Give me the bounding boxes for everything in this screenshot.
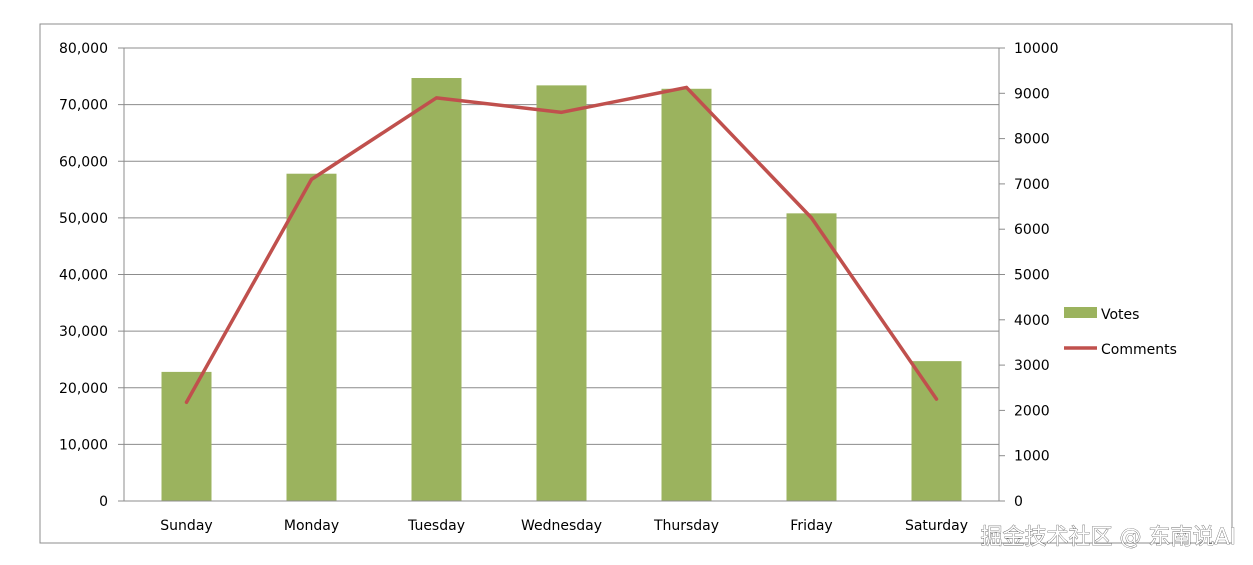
right-tick-label: 8000 xyxy=(1014,132,1050,148)
comments-point-friday xyxy=(810,216,813,220)
category-label: Tuesday xyxy=(407,518,465,534)
comments-point-saturday xyxy=(935,397,938,401)
left-tick-label: 70,000 xyxy=(59,98,108,114)
left-tick-label: 50,000 xyxy=(59,211,108,227)
left-tick-label: 80,000 xyxy=(59,41,108,57)
watermark: 掘金技术社区 @ 东南说AI xyxy=(980,525,1236,550)
category-label: Friday xyxy=(790,518,832,534)
right-tick-label: 4000 xyxy=(1014,313,1050,329)
bar-saturday xyxy=(911,361,962,501)
bar-wednesday xyxy=(536,85,587,501)
category-label: Monday xyxy=(284,518,339,534)
legend-comments-label: Comments xyxy=(1101,342,1177,358)
right-tick-label: 2000 xyxy=(1014,403,1050,419)
left-axis-ticks: 0 10,000 20,000 30,000 40,000 50,000 60,000 70,… xyxy=(59,41,124,510)
category-label: Thursday xyxy=(653,518,719,534)
bar-sunday xyxy=(161,371,212,501)
left-tick-label: 10,000 xyxy=(59,437,108,453)
legend-votes-swatch xyxy=(1064,307,1097,318)
comments-point-sunday xyxy=(185,400,188,404)
right-tick-label: 9000 xyxy=(1014,86,1050,102)
chart-frame xyxy=(39,23,1233,544)
category-label: Saturday xyxy=(905,518,968,534)
comments-point-tuesday xyxy=(435,96,438,100)
left-tick-label: 0 xyxy=(99,494,108,510)
bar-monday xyxy=(286,173,337,501)
comments-point-thursday xyxy=(685,85,688,89)
right-tick-label: 6000 xyxy=(1014,222,1050,238)
left-tick-label: 20,000 xyxy=(59,381,108,397)
category-label: Sunday xyxy=(160,518,212,534)
left-tick-label: 40,000 xyxy=(59,268,108,284)
comments-point-wednesday xyxy=(560,110,563,114)
right-tick-label: 10000 xyxy=(1014,41,1059,57)
bar-thursday xyxy=(661,88,712,502)
left-tick-label: 60,000 xyxy=(59,154,108,170)
category-label: Wednesday xyxy=(521,518,602,534)
legend-votes-label: Votes xyxy=(1101,307,1139,323)
left-tick-label: 30,000 xyxy=(59,324,108,340)
comments-point-monday xyxy=(310,177,313,181)
comments-line xyxy=(184,85,939,404)
right-tick-label: 5000 xyxy=(1014,268,1050,284)
right-axis-ticks: 0 1000 2000 3000 4000 5000 6000 7000 8000 9000 100… xyxy=(999,41,1059,510)
legend: Votes Comments xyxy=(1064,307,1177,358)
bar-tuesday xyxy=(411,78,462,501)
category-labels: Sunday Monday Tuesday Wednesday Thursday Frid… xyxy=(160,518,968,534)
votes-bars xyxy=(161,78,962,502)
bar-friday xyxy=(786,213,837,501)
right-tick-label: 3000 xyxy=(1014,358,1050,374)
right-tick-label: 1000 xyxy=(1014,449,1050,465)
right-tick-label: 7000 xyxy=(1014,177,1050,193)
right-tick-label: 0 xyxy=(1014,494,1023,510)
